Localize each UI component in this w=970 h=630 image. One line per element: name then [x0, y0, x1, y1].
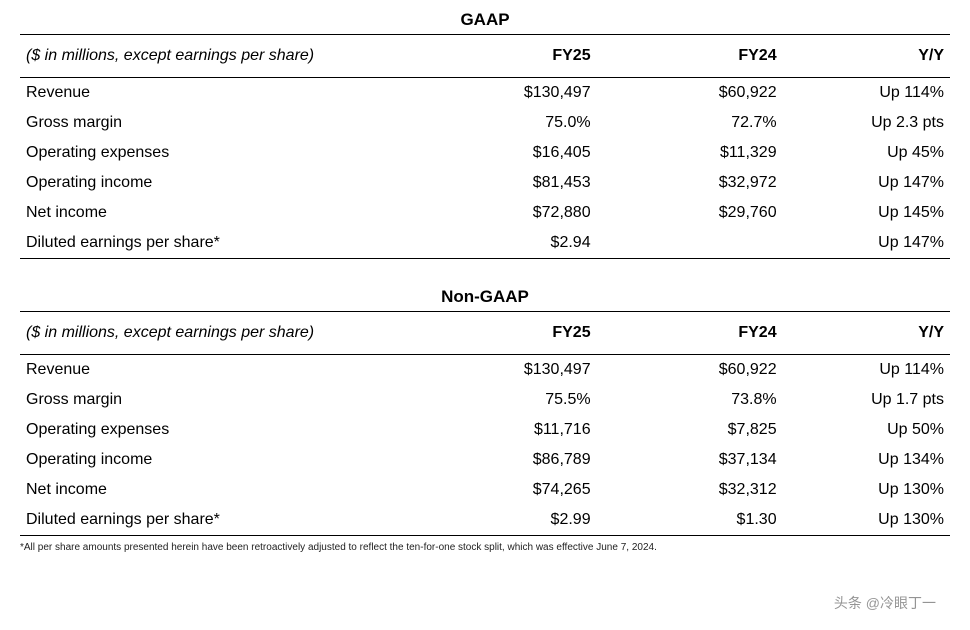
row-fy24: [597, 228, 783, 259]
row-fy25: $2.94: [411, 228, 597, 259]
gaap-col-fy25: FY25: [411, 35, 597, 78]
row-fy25: $72,880: [411, 198, 597, 228]
row-label: Diluted earnings per share*: [20, 228, 411, 259]
row-label: Operating expenses: [20, 138, 411, 168]
gaap-title: GAAP: [20, 10, 950, 30]
row-fy25: $130,497: [411, 355, 597, 386]
row-fy24: $11,329: [597, 138, 783, 168]
row-label: Net income: [20, 198, 411, 228]
nongaap-col-yy: Y/Y: [783, 312, 950, 355]
row-fy25: $2.99: [411, 505, 597, 536]
table-row: Diluted earnings per share* $2.99 $1.30 …: [20, 505, 950, 536]
row-label: Gross margin: [20, 108, 411, 138]
table-row: Operating income $86,789 $37,134 Up 134%: [20, 445, 950, 475]
table-row: Operating income $81,453 $32,972 Up 147%: [20, 168, 950, 198]
row-yy: Up 130%: [783, 475, 950, 505]
row-fy25: 75.5%: [411, 385, 597, 415]
row-fy25: $11,716: [411, 415, 597, 445]
row-yy: Up 114%: [783, 78, 950, 109]
table-row: Net income $72,880 $29,760 Up 145%: [20, 198, 950, 228]
row-yy: Up 45%: [783, 138, 950, 168]
row-yy: Up 114%: [783, 355, 950, 386]
row-fy25: $16,405: [411, 138, 597, 168]
row-yy: Up 134%: [783, 445, 950, 475]
table-row: Diluted earnings per share* $2.94 Up 147…: [20, 228, 950, 259]
row-label: Net income: [20, 475, 411, 505]
watermark: 头条 @冷眼丁一: [834, 593, 936, 613]
row-label: Revenue: [20, 78, 411, 109]
row-fy24: $29,760: [597, 198, 783, 228]
nongaap-header-row: ($ in millions, except earnings per shar…: [20, 312, 950, 355]
gaap-table: ($ in millions, except earnings per shar…: [20, 34, 950, 259]
table-row: Revenue $130,497 $60,922 Up 114%: [20, 78, 950, 109]
table-row: Revenue $130,497 $60,922 Up 114%: [20, 355, 950, 386]
row-yy: Up 147%: [783, 228, 950, 259]
row-fy24: $32,312: [597, 475, 783, 505]
row-label: Operating income: [20, 445, 411, 475]
row-yy: Up 145%: [783, 198, 950, 228]
row-yy: Up 50%: [783, 415, 950, 445]
row-fy25: $74,265: [411, 475, 597, 505]
row-fy25: 75.0%: [411, 108, 597, 138]
table-row: Operating expenses $11,716 $7,825 Up 50%: [20, 415, 950, 445]
row-fy24: 72.7%: [597, 108, 783, 138]
row-yy: Up 2.3 pts: [783, 108, 950, 138]
row-label: Diluted earnings per share*: [20, 505, 411, 536]
table-row: Gross margin 75.5% 73.8% Up 1.7 pts: [20, 385, 950, 415]
row-fy24: 73.8%: [597, 385, 783, 415]
row-yy: Up 130%: [783, 505, 950, 536]
row-label: Gross margin: [20, 385, 411, 415]
footnote: *All per share amounts presented herein …: [20, 542, 950, 553]
gaap-header-row: ($ in millions, except earnings per shar…: [20, 35, 950, 78]
gaap-subheader: ($ in millions, except earnings per shar…: [20, 35, 411, 78]
table-row: Gross margin 75.0% 72.7% Up 2.3 pts: [20, 108, 950, 138]
nongaap-col-fy24: FY24: [597, 312, 783, 355]
row-label: Operating income: [20, 168, 411, 198]
nongaap-subheader: ($ in millions, except earnings per shar…: [20, 312, 411, 355]
row-fy25: $130,497: [411, 78, 597, 109]
row-fy24: $1.30: [597, 505, 783, 536]
row-fy24: $32,972: [597, 168, 783, 198]
row-label: Operating expenses: [20, 415, 411, 445]
table-row: Net income $74,265 $32,312 Up 130%: [20, 475, 950, 505]
row-fy24: $60,922: [597, 78, 783, 109]
nongaap-title: Non-GAAP: [20, 287, 950, 307]
nongaap-table: ($ in millions, except earnings per shar…: [20, 311, 950, 536]
gaap-col-fy24: FY24: [597, 35, 783, 78]
row-label: Revenue: [20, 355, 411, 386]
row-fy24: $60,922: [597, 355, 783, 386]
row-fy25: $86,789: [411, 445, 597, 475]
row-fy25: $81,453: [411, 168, 597, 198]
row-fy24: $37,134: [597, 445, 783, 475]
gaap-col-yy: Y/Y: [783, 35, 950, 78]
row-yy: Up 1.7 pts: [783, 385, 950, 415]
row-fy24: $7,825: [597, 415, 783, 445]
table-row: Operating expenses $16,405 $11,329 Up 45…: [20, 138, 950, 168]
row-yy: Up 147%: [783, 168, 950, 198]
nongaap-col-fy25: FY25: [411, 312, 597, 355]
